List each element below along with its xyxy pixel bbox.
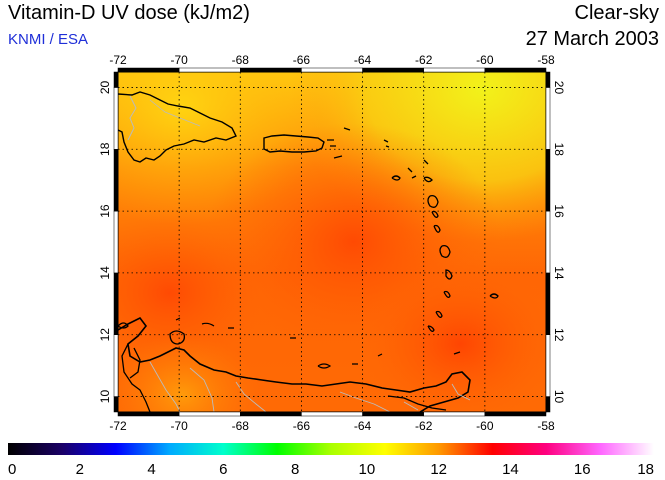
colorbar-tick-label: 18 [637,461,654,478]
frame-bar-top [423,67,486,73]
graticule [118,72,546,412]
puerto-rico-coast [263,134,325,153]
frame-bar-bottom [117,411,180,417]
lon-tick-label: -64 [354,53,372,67]
frame-bar-right [545,334,551,397]
hispaniola-coast [118,91,237,163]
colorbar-tick-label: 12 [430,461,447,478]
colorbar-tick-label: 6 [219,461,227,478]
frame-bar-bottom [240,411,302,417]
lake-maracaibo [121,343,151,412]
lon-tick-label: -62 [415,53,433,67]
colorbar-tick-label: 0 [8,461,16,478]
lat-tick-label: 18 [98,142,112,156]
frame-bar-right [545,87,551,150]
lat-tick-label: 16 [552,204,566,218]
south-america-coast [118,316,471,412]
frame-bar-top [240,67,302,73]
lon-ticks-top: -72 -70 -68 -66 -64 -62 -60 -58 [109,53,555,67]
frame-bar-bottom [484,411,547,417]
sky-condition: Clear-sky [574,2,659,24]
colorbar-tick-label: 16 [574,461,591,478]
frame-bar-bottom [301,411,363,417]
colorbar [8,443,654,455]
uv-field [118,72,546,412]
lon-tick-label: -70 [170,419,188,433]
map-date: 27 March 2003 [525,28,659,50]
frame-bar-right [545,272,551,335]
frame-bar-left [113,334,119,397]
frame-bar-bottom [423,411,486,417]
lon-tick-label: -58 [537,419,555,433]
lat-tick-label: 20 [552,81,566,95]
frame-bar-left [113,149,119,212]
hispaniola-border [127,95,137,141]
frame-bar-left [113,210,119,274]
lat-tick-label: 20 [98,80,112,94]
lat-tick-label: 14 [98,266,112,280]
lon-tick-label: -64 [354,419,372,433]
frame-bar-bottom [178,411,241,417]
lat-ticks-left: 10 12 14 16 18 20 [98,80,112,403]
colorbar-tick-label: 8 [291,461,299,478]
lon-tick-label: -68 [232,419,250,433]
lon-tick-label: -66 [293,419,311,433]
lon-tick-label: -70 [170,53,188,67]
lon-tick-label: -58 [537,53,555,67]
frame-bar-top [362,67,424,73]
colorbar-tick-label: 10 [359,461,376,478]
lon-tick-label: -72 [109,53,127,67]
frame-bar-top [484,67,547,73]
frame-bar-bottom [362,411,424,417]
lat-tick-label: 10 [98,390,112,404]
colorbar-tick-label: 4 [147,461,155,478]
lesser-antilles [383,139,499,332]
map-title: Vitamin-D UV dose (kJ/m2) [8,2,250,24]
lat-ticks-right: 10 12 14 16 18 20 [552,81,566,404]
lon-tick-label: -60 [476,53,494,67]
lat-tick-label: 18 [552,143,566,157]
frame-bar-top [301,67,363,73]
frame-bar-left [113,272,119,335]
lon-tick-label: -60 [476,419,494,433]
lon-tick-label: -66 [293,53,311,67]
frame-bar-left [113,71,119,88]
frame-bar-top [117,67,180,73]
frame-bar-right [545,71,551,88]
colorbar-tick-label: 2 [76,461,84,478]
lat-tick-label: 14 [552,266,566,280]
frame-bar-left [113,87,119,150]
frame-bar-right [545,210,551,274]
data-provider: KNMI / ESA [8,31,89,48]
frame-bar-right [545,396,551,413]
lon-tick-label: -62 [415,419,433,433]
frame-bar-left [113,396,119,413]
interior-borders [149,361,471,412]
lat-tick-label: 16 [98,204,112,218]
map-border-bars [113,67,551,417]
lat-tick-label: 12 [552,328,566,342]
frame-bar-top [178,67,241,73]
lat-tick-label: 10 [552,390,566,404]
lon-tick-label: -72 [109,419,127,433]
colorbar-tick-label: 14 [502,461,519,478]
lon-tick-label: -68 [232,53,250,67]
lon-ticks-bottom: -72 -70 -68 -66 -64 -62 -60 -58 [109,419,555,433]
frame-bar-right [545,149,551,212]
lat-tick-label: 12 [98,328,112,342]
colorbar-ticks: 0 2 4 6 8 10 12 14 16 18 [8,461,654,478]
